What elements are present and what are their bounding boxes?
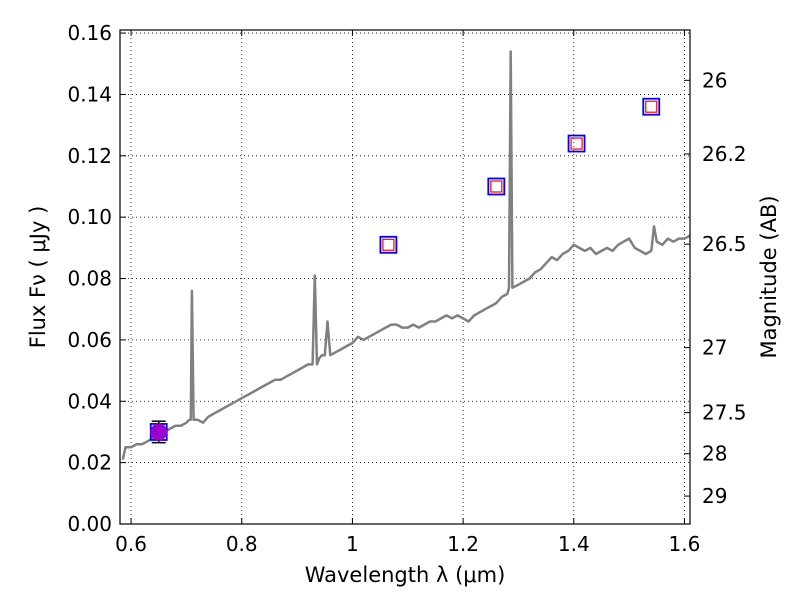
y-tick-label: 0.06	[67, 328, 112, 352]
y-tick-label: 0.14	[67, 82, 112, 106]
x-axis-label: Wavelength λ (μm)	[305, 563, 506, 587]
model-flux-square	[642, 97, 661, 116]
x-tick-label: 0.6	[115, 532, 147, 556]
predicted-flux-square	[490, 180, 503, 193]
predicted-flux-square	[645, 100, 658, 113]
predicted-flux-square	[570, 137, 583, 150]
model-flux-square	[379, 235, 398, 254]
y-tick-label: 0.12	[67, 144, 112, 168]
y-tick-label: 0.04	[67, 389, 112, 413]
right-tick-label: 29	[702, 484, 727, 508]
grid-lines	[120, 30, 690, 525]
y-tick-label: 0.00	[67, 512, 112, 536]
x-tick-label: 1	[346, 532, 359, 556]
right-tick-label: 26.5	[702, 232, 747, 256]
right-tick-label: 26.2	[702, 142, 747, 166]
right-tick-label: 27	[702, 336, 727, 360]
y-axis-label: Flux Fν ( μJy )	[26, 206, 50, 349]
right-tick-label: 28	[702, 442, 727, 466]
spectrum-series	[121, 50, 691, 460]
y-tick-label: 0.16	[67, 21, 112, 45]
x-tick-label: 0.8	[226, 532, 258, 556]
predicted-flux-square	[382, 238, 395, 251]
model-flux-square	[487, 177, 506, 196]
right-tick-label: 27.5	[702, 401, 747, 425]
y-tick-label: 0.10	[67, 205, 112, 229]
x-tick-label: 1.4	[558, 532, 590, 556]
right-axis-label: Magnitude (AB)	[757, 195, 781, 358]
plot-frame	[119, 29, 691, 525]
model-flux-square	[567, 134, 586, 153]
x-tick-label: 1.6	[669, 532, 701, 556]
x-tick-label: 1.2	[447, 532, 479, 556]
y-tick-label: 0.02	[67, 451, 112, 475]
y-tick-label: 0.08	[67, 267, 112, 291]
axis-ticks: 0.6 0.8 1 1.2 1.4 1.6 0.00 0.02 0.04 0.06 0.08 0.10…	[67, 21, 746, 556]
spectrum-line	[121, 50, 691, 460]
observed-flux-point	[150, 423, 168, 441]
right-tick-label: 26	[702, 68, 727, 92]
photometry-points	[149, 97, 661, 444]
